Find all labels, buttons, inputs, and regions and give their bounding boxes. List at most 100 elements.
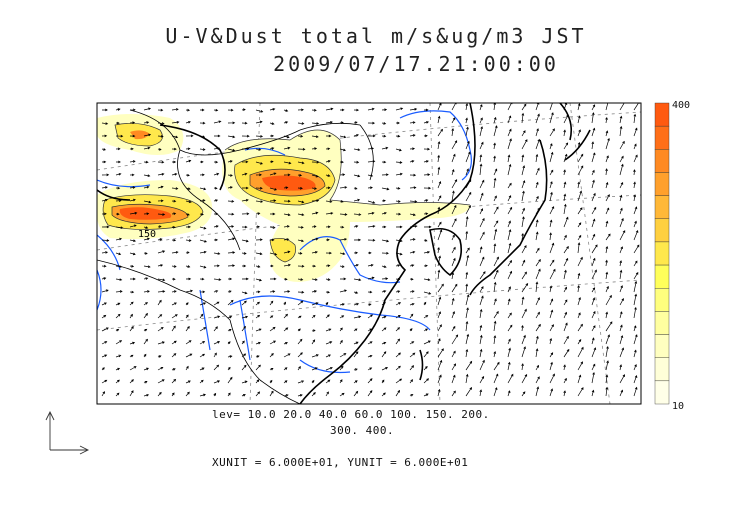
- wind-arrow: [283, 327, 289, 332]
- wind-arrow: [577, 222, 582, 228]
- wind-arrow: [213, 172, 220, 176]
- wind-arrow: [185, 265, 191, 268]
- wind-arrow: [591, 269, 597, 280]
- wind-arrow: [381, 367, 389, 371]
- wind-arrow: [437, 359, 443, 371]
- wind-arrow: [115, 134, 124, 138]
- wind-arrow: [367, 276, 375, 280]
- wind-arrow: [367, 263, 374, 267]
- wind-arrow: [297, 161, 305, 165]
- wind-arrow: [619, 347, 625, 358]
- wind-arrow: [423, 108, 429, 112]
- wind-arrow: [213, 108, 219, 112]
- wind-arrow: [129, 160, 136, 163]
- wind-arrow: [535, 138, 541, 150]
- wind-arrow: [619, 364, 623, 371]
- wind-arrow: [227, 315, 233, 319]
- wind-arrow: [465, 348, 469, 358]
- wind-arrow: [171, 225, 176, 229]
- wind-arrow: [479, 348, 483, 358]
- wind-arrow: [353, 198, 361, 202]
- wind-arrow: [521, 190, 525, 202]
- wind-arrow: [367, 186, 373, 190]
- wind-arrow: [143, 160, 149, 164]
- wind-arrow: [521, 180, 526, 189]
- wind-arrow: [311, 339, 316, 345]
- wind-arrow: [199, 277, 205, 281]
- wind-arrow: [423, 212, 429, 216]
- wind-arrow: [171, 277, 176, 281]
- wind-arrow: [465, 126, 469, 137]
- wind-arrow: [129, 186, 136, 189]
- wind-arrow: [227, 264, 236, 267]
- wind-arrow: [255, 135, 264, 138]
- wind-arrow: [157, 366, 164, 371]
- wind-arrow: [479, 295, 484, 306]
- wind-arrow: [619, 374, 625, 384]
- wind-arrow: [493, 103, 497, 111]
- wind-arrow: [227, 212, 235, 216]
- colorbar-swatch: [654, 264, 670, 289]
- wind-arrow: [227, 225, 235, 228]
- wind-arrow: [493, 195, 497, 202]
- wind-arrow: [423, 264, 428, 268]
- wind-arrow: [353, 368, 358, 371]
- wind-arrow: [157, 238, 163, 241]
- wind-arrow: [367, 160, 376, 163]
- wind-arrow: [381, 327, 387, 332]
- wind-arrow: [143, 226, 149, 229]
- wind-arrow: [227, 366, 231, 371]
- wind-arrow: [241, 252, 247, 255]
- wind-arrow: [185, 340, 192, 345]
- wind-arrow: [297, 366, 301, 371]
- colorbar-swatch: [654, 380, 670, 405]
- wind-arrow: [325, 278, 331, 281]
- wind-arrow: [521, 334, 526, 345]
- wind-arrow: [591, 179, 595, 189]
- wind-arrow: [311, 290, 318, 293]
- wind-arrow: [143, 353, 147, 358]
- wind-arrow: [521, 139, 528, 150]
- wind-arrow: [199, 212, 204, 216]
- wind-arrow: [101, 160, 107, 164]
- wind-arrow: [605, 360, 609, 371]
- wind-arrow: [395, 172, 403, 176]
- wind-arrow: [325, 120, 333, 124]
- colorbar-swatch: [654, 172, 670, 196]
- wind-arrow: [115, 199, 122, 202]
- wind-arrow: [101, 354, 108, 358]
- wind-arrow: [171, 325, 176, 332]
- wind-arrow: [101, 341, 108, 345]
- wind-arrow: [409, 328, 413, 332]
- wind-arrow: [367, 290, 373, 294]
- wind-arrow: [129, 252, 136, 256]
- wind-arrow: [549, 338, 553, 345]
- wind-arrow: [437, 166, 441, 176]
- wind-arrow: [479, 217, 485, 228]
- wind-arrow: [549, 191, 553, 202]
- wind-arrow: [171, 172, 178, 176]
- wind-arrow: [115, 172, 122, 176]
- wind-arrow: [115, 121, 120, 125]
- wind-arrow: [143, 200, 152, 204]
- wind-arrow: [255, 120, 263, 124]
- wind-arrow: [171, 135, 179, 139]
- wind-arrow: [269, 300, 274, 306]
- wind-arrow: [479, 104, 483, 111]
- wind-arrow: [633, 386, 638, 397]
- wind-arrow: [563, 114, 569, 124]
- wind-arrow: [549, 259, 555, 267]
- wind-arrow: [227, 108, 234, 112]
- wind-arrow: [185, 277, 192, 281]
- wind-arrow: [255, 212, 261, 215]
- wind-arrow: [521, 103, 527, 111]
- wind-arrow: [395, 252, 403, 256]
- wind-arrow: [437, 348, 444, 358]
- wind-arrow: [423, 378, 430, 384]
- wind-arrow: [255, 238, 263, 242]
- wind-arrow: [563, 129, 567, 137]
- wind-arrow: [283, 380, 288, 384]
- wind-arrow: [311, 367, 318, 371]
- wind-arrow: [199, 379, 204, 384]
- wind-arrow: [200, 108, 205, 112]
